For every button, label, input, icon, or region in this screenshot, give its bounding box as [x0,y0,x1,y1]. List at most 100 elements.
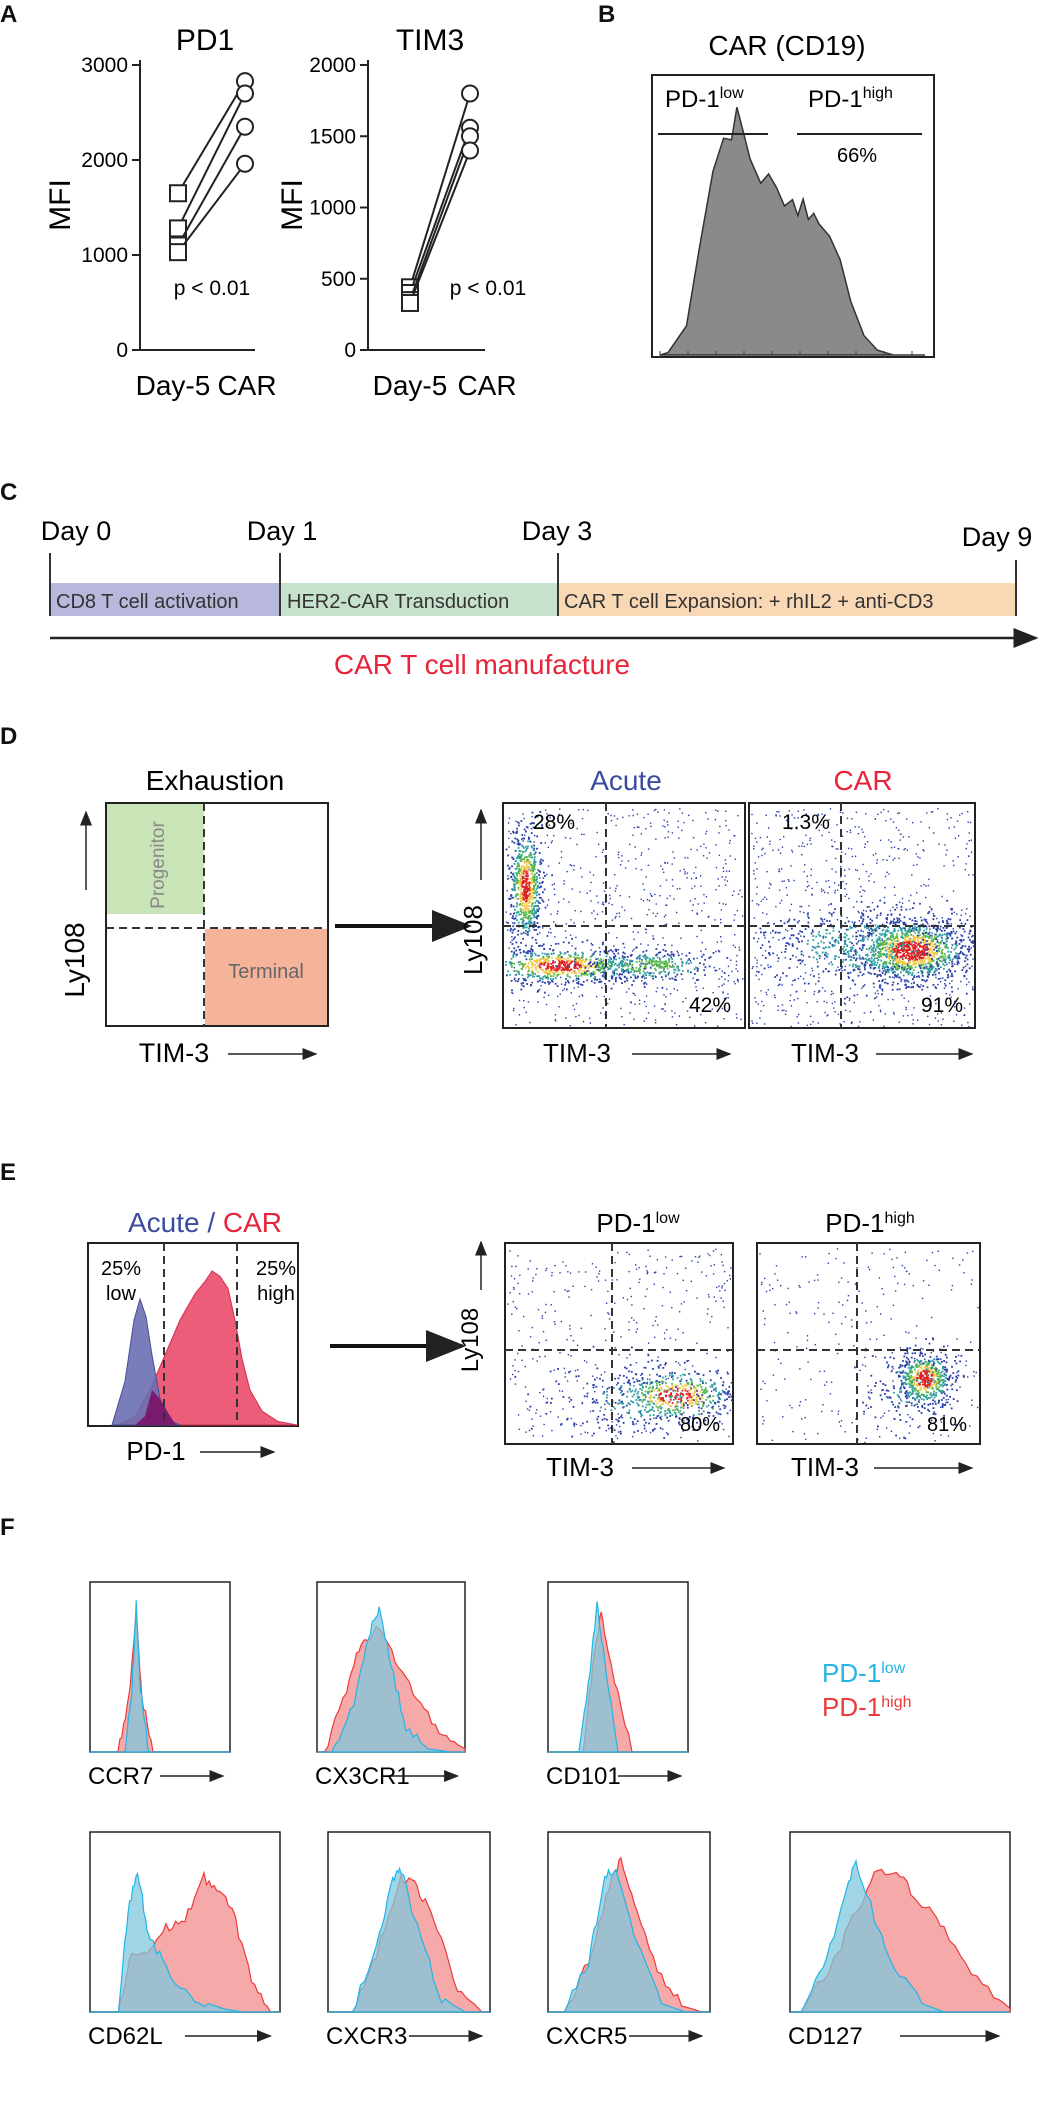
event-dot [528,916,530,919]
event-dot [707,916,709,918]
event-dot [841,851,843,853]
event-dot [791,984,793,986]
event-dot [691,1260,693,1262]
event-dot [721,976,723,978]
event-dot [819,922,822,925]
event-dot [668,964,671,967]
event-dot [910,974,913,976]
event-dot [510,903,513,906]
event-dot [969,1003,971,1005]
event-dot [538,874,540,876]
event-dot [618,912,621,914]
event-dot [533,916,535,919]
event-dot [901,950,904,953]
event-dot [950,908,952,910]
event-dot [943,987,946,989]
event-dot [816,952,819,955]
event-dot [933,936,936,939]
event-dot [510,941,512,943]
event-dot [945,940,948,943]
car-xlabel: TIM-3 [791,1038,859,1068]
event-dot [956,952,958,955]
event-dot [628,1321,630,1323]
event-dot [553,1321,556,1323]
event-dot [543,962,546,964]
event-dot [926,949,929,951]
event-dot [514,883,516,886]
event-dot [542,900,545,903]
event-dot [920,885,922,887]
event-dot [510,876,513,879]
event-dot [511,966,513,968]
event-dot [828,886,831,888]
event-dot [533,864,536,867]
event-dot [837,942,840,945]
event-dot [542,976,545,978]
event-dot [851,946,854,949]
event-dot [788,918,791,920]
event-dot [677,967,679,969]
event-dot [838,930,841,933]
event-dot [552,962,554,964]
event-dot [659,957,661,959]
event-dot [544,952,547,955]
event-dot [955,955,957,958]
event-dot [876,974,879,976]
event-dot [602,901,604,904]
event-dot [945,922,948,925]
event-dot [517,821,519,824]
event-dot [615,968,618,971]
event-dot [601,903,604,905]
event-dot [965,847,967,850]
event-dot [607,813,609,815]
event-dot [648,957,651,960]
event-dot [528,882,531,885]
event-dot [893,965,896,968]
event-dot [544,1311,547,1314]
event-dot [891,963,894,965]
event-dot [932,914,935,917]
event-dot [655,903,657,905]
event-dot [872,941,875,944]
event-dot [944,947,947,949]
event-dot [789,909,791,912]
event-dot [676,888,679,890]
event-dot [893,937,896,940]
event-dot [573,953,576,956]
event-dot [551,967,554,970]
event-dot [820,940,823,943]
event-dot [593,951,596,954]
event-dot [892,943,894,946]
event-dot [590,965,592,967]
event-dot [631,963,634,966]
event-dot [893,918,896,921]
event-dot [781,1009,783,1012]
event-dot [589,956,592,958]
event-dot [645,931,647,934]
event-dot [661,962,664,964]
event-dot [907,931,909,933]
event-dot [896,919,899,922]
event-dot [908,947,911,950]
event-dot [924,948,927,951]
event-dot [730,1382,732,1384]
event-dot [526,976,529,979]
event-dot [580,967,582,970]
event-dot [577,962,579,965]
event-dot [932,918,935,921]
event-dot [542,1395,545,1397]
event-dot [662,937,664,939]
event-dot [869,918,872,921]
event-dot [531,950,534,952]
event-dot [924,963,927,966]
event-dot [886,955,888,958]
progenitor-quadrant [107,804,204,914]
event-dot [918,936,920,939]
event-dot [786,894,788,896]
event-dot [844,936,847,939]
event-dot [531,878,534,881]
event-dot [878,955,881,958]
event-dot [819,955,822,958]
event-dot [826,919,828,922]
